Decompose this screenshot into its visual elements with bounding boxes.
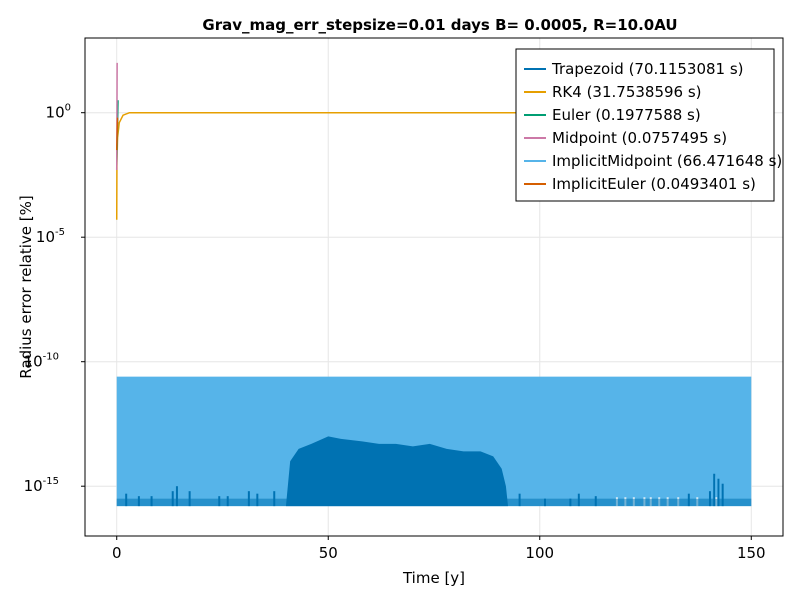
series-trapezoid-spike xyxy=(226,496,229,507)
series-trapezoid-hump xyxy=(285,436,509,507)
x-tick-label: 50 xyxy=(319,544,338,562)
series-trapezoid-spike xyxy=(273,491,276,507)
series-trapezoid-spike xyxy=(218,496,221,507)
legend-label: Midpoint (0.0757495 s) xyxy=(552,129,727,147)
x-tick-label: 0 xyxy=(112,544,122,562)
series-implicitmidpoint-spike xyxy=(694,478,697,497)
legend-box xyxy=(515,48,775,202)
x-tick-label: 150 xyxy=(737,544,766,562)
series-trapezoid-spike xyxy=(247,491,250,507)
legend-label: Euler (0.1977588 s) xyxy=(552,106,701,124)
series-trapezoid-spike xyxy=(175,486,178,507)
series-trapezoid-spike xyxy=(721,483,724,507)
series-trapezoid-spike xyxy=(518,493,521,507)
series-implicitmidpoint-spike xyxy=(579,481,582,497)
series-trapezoid-spike xyxy=(137,496,140,507)
series-trapezoid-spike xyxy=(713,473,716,507)
series-implicitmidpoint-spike xyxy=(715,476,718,497)
series-trapezoid-spike xyxy=(188,491,191,507)
y-tick-label: 10-15 xyxy=(24,476,59,495)
legend-label: ImplicitMidpoint (66.471648 s) xyxy=(552,152,782,170)
series-implicitmidpoint-spike xyxy=(573,478,576,497)
x-axis-ticks: 0 50 100 150 xyxy=(112,536,766,562)
legend: Trapezoid (70.1153081 s) RK4 (31.7538596 … xyxy=(515,48,782,202)
y-tick-label: 100 xyxy=(46,103,71,122)
series-trapezoid-spike xyxy=(708,491,711,507)
series-layer xyxy=(115,62,752,507)
series-trapezoid-spike xyxy=(594,496,597,507)
y-tick-label: 10-10 xyxy=(24,352,59,371)
series-trapezoid-spike xyxy=(150,496,153,507)
y-tick-label: 10-5 xyxy=(36,227,65,246)
series-line-5 xyxy=(115,117,119,151)
legend-label: Trapezoid (70.1153081 s) xyxy=(551,60,744,78)
chart-title: Grav_mag_err_stepsize=0.01 days B= 0.000… xyxy=(202,16,677,34)
series-trapezoid-spike xyxy=(171,491,174,507)
series-trapezoid-spike xyxy=(256,493,259,507)
x-axis-label: Time [y] xyxy=(402,569,465,587)
legend-label: ImplicitEuler (0.0493401 s) xyxy=(552,175,756,193)
y-axis-label: Radius error relative [%] xyxy=(17,195,35,378)
series-trapezoid-spike xyxy=(687,493,690,507)
series-trapezoid-baseline xyxy=(116,498,752,507)
x-tick-label: 100 xyxy=(525,544,554,562)
series-trapezoid-spike xyxy=(577,493,580,507)
plot-frame xyxy=(84,37,784,537)
series-trapezoid-spike xyxy=(125,493,128,507)
series-trapezoid-spike xyxy=(717,478,720,507)
series-trapezoid-spike xyxy=(543,498,546,507)
y-axis-ticks: 100 10-5 10-10 10-15 xyxy=(24,103,85,495)
legend-label: RK4 (31.7538596 s) xyxy=(552,83,702,101)
series-trapezoid-spike xyxy=(569,498,572,507)
